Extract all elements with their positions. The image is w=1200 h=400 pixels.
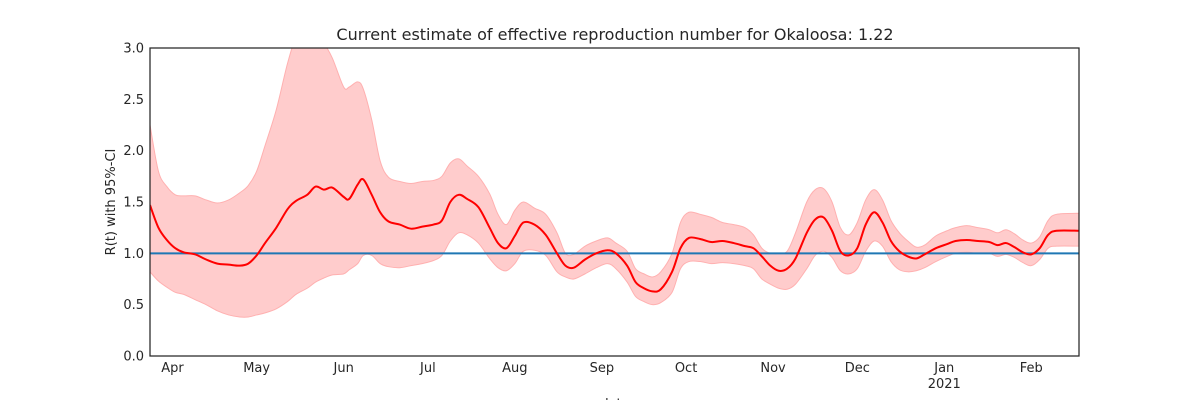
x-tick-label: Aug [502, 361, 527, 376]
x-tick-label: May [243, 361, 270, 376]
y-tick-label: 0.0 [123, 350, 144, 365]
confidence-band [150, 48, 1079, 318]
rt-series-line [150, 178, 1079, 293]
x-tick-label: Sep [590, 361, 615, 376]
y-tick-label: 3.0 [123, 42, 144, 57]
x-tick-label: Jul [419, 361, 436, 376]
x-tick-label: Apr [161, 361, 184, 376]
x-tick-label: Jan [933, 361, 954, 376]
x-tick-label: Jun [333, 361, 354, 376]
x-tick-label: Dec [845, 361, 870, 376]
y-tick-label: 2.0 [123, 144, 144, 159]
chart-title: Current estimate of effective reproducti… [336, 25, 893, 44]
plot-area [150, 48, 1079, 318]
y-tick-label: 1.0 [123, 247, 144, 262]
x-tick-label: Oct [675, 361, 697, 376]
y-tick-label: 0.5 [123, 298, 144, 313]
y-tick-label: 2.5 [123, 93, 144, 108]
y-axis-label: R(t) with 95%-CI [104, 149, 119, 256]
x-tick-label: Feb [1020, 361, 1043, 376]
x-tick-year-label: 2021 [928, 377, 961, 392]
plot-frame [149, 47, 1080, 357]
y-tick-label: 1.5 [123, 196, 144, 211]
x-tick-label: Nov [760, 361, 786, 376]
x-axis-label: date [600, 397, 629, 400]
